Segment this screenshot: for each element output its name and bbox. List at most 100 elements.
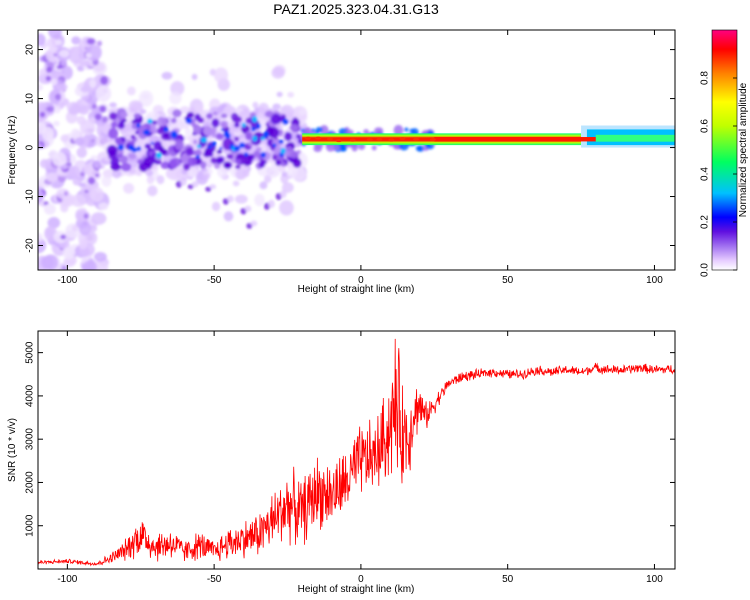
spectrogram-blob bbox=[89, 117, 96, 123]
spectrogram-blob bbox=[78, 105, 90, 115]
spectrogram-blob bbox=[52, 120, 60, 127]
spectrogram-blob bbox=[216, 149, 223, 154]
spectrogram-blob bbox=[253, 150, 261, 158]
y-tick-label: 2000 bbox=[25, 471, 36, 494]
spectrogram-blob bbox=[194, 149, 202, 157]
spectrogram-blob bbox=[128, 144, 134, 151]
spectrogram-blob bbox=[147, 185, 158, 197]
spectrogram-blob bbox=[224, 133, 231, 139]
spectrogram-blob bbox=[289, 123, 300, 132]
spectrogram-blob bbox=[97, 40, 103, 47]
spectrogram-blob bbox=[53, 230, 67, 244]
spectrogram-blob bbox=[71, 36, 81, 45]
spectrogram-blob bbox=[143, 129, 150, 136]
spectrogram-blob bbox=[211, 132, 216, 138]
x-tick-label: 50 bbox=[502, 574, 514, 585]
spectrogram-blob bbox=[99, 105, 107, 113]
spectrogram-blob bbox=[209, 184, 217, 190]
x-tick-label: -50 bbox=[207, 574, 222, 585]
carrier-line-core bbox=[434, 137, 596, 142]
spectrogram-blob bbox=[61, 265, 67, 270]
carrier-fragment bbox=[376, 137, 383, 141]
spectrogram-blob bbox=[136, 169, 143, 177]
spectrogram-blob bbox=[259, 181, 268, 190]
spectrogram-blob bbox=[109, 102, 117, 108]
colorbar bbox=[711, 29, 738, 271]
spectrogram-blob bbox=[235, 168, 246, 180]
spectrogram-blob bbox=[210, 127, 217, 133]
spectrogram-blob bbox=[272, 154, 278, 161]
spectrogram-blob bbox=[76, 210, 91, 222]
spectrogram-blob bbox=[276, 91, 283, 98]
spectrogram-blob bbox=[251, 116, 258, 123]
spectrogram-blob bbox=[76, 147, 88, 158]
spectrogram-blob bbox=[172, 138, 177, 142]
colorbar-tick-label: 0.8 bbox=[700, 71, 711, 85]
spectrogram-blob bbox=[232, 180, 240, 187]
colorbar-ticks: 0.0 0.2 0.4 0.6 0.8 bbox=[700, 71, 737, 277]
colorbar-label: Normalized spectral amplitude bbox=[738, 82, 749, 217]
spectrogram-blob bbox=[215, 133, 224, 140]
spectrogram-blob bbox=[234, 164, 241, 170]
carrier-fragment bbox=[335, 139, 342, 143]
spectrogram-blob bbox=[211, 201, 221, 212]
spectrogram-frame bbox=[37, 29, 676, 271]
carrier-fragment bbox=[388, 138, 395, 142]
spectrogram-blob bbox=[271, 66, 285, 79]
spectrogram-blob bbox=[110, 121, 118, 129]
spectrogram-blob bbox=[223, 161, 232, 169]
spectrogram-blob bbox=[156, 127, 164, 135]
spectrogram-blob bbox=[259, 120, 269, 128]
spectrogram-blob bbox=[93, 160, 101, 169]
spectrogram-blob bbox=[136, 146, 142, 152]
spectrogram-blob bbox=[39, 111, 46, 118]
spectrogram-blob bbox=[363, 129, 370, 135]
spectrogram-blob bbox=[86, 38, 96, 45]
spectrogram-blob bbox=[87, 176, 96, 185]
spectrogram-blob bbox=[279, 190, 287, 198]
colorbar-tick-label: 0.4 bbox=[700, 167, 711, 181]
spectrogram-blob bbox=[94, 113, 102, 121]
spectrogram-blob bbox=[80, 187, 88, 196]
spectrogram-blob bbox=[245, 132, 253, 141]
spectrogram-blob bbox=[85, 52, 92, 59]
spectrogram-blob bbox=[45, 75, 52, 82]
spectrogram-blob bbox=[91, 103, 97, 109]
spectrogram-blob bbox=[79, 221, 92, 236]
spectrogram-blob bbox=[101, 175, 112, 187]
spectrogram-blob bbox=[46, 37, 58, 49]
spectrogram-blob bbox=[185, 117, 192, 124]
figure-title: PAZ1.2025.323.04.31.G13 bbox=[273, 1, 439, 17]
spectrogram-blob bbox=[143, 156, 154, 168]
spectrogram-blob bbox=[254, 193, 265, 207]
spectrogram-blob bbox=[286, 146, 293, 152]
spectrogram-blob bbox=[319, 125, 329, 136]
colorbar-tick-label: 0.2 bbox=[700, 215, 711, 229]
spectrogram-blob bbox=[220, 120, 229, 129]
spectrogram-blob bbox=[296, 133, 301, 140]
spectrogram-blob bbox=[174, 139, 184, 151]
spectrogram-blob bbox=[374, 127, 384, 135]
spectrogram-blob bbox=[82, 260, 97, 270]
spectrogram-blob bbox=[234, 136, 239, 142]
spectrogram-blob bbox=[136, 123, 141, 128]
spectrogram-blob bbox=[114, 137, 123, 144]
spectrogram-blob bbox=[109, 112, 118, 121]
spectrogram-blob bbox=[263, 130, 270, 138]
spectrogram-blob bbox=[38, 262, 43, 270]
spectrogram-blob bbox=[89, 79, 97, 88]
spectrogram-blob bbox=[265, 110, 274, 118]
spectrogram-blob bbox=[120, 162, 132, 172]
spectrogram-blob bbox=[272, 103, 281, 111]
spectrogram-blob bbox=[183, 134, 189, 141]
spectrogram-blob bbox=[76, 65, 85, 72]
spectrogram-blob bbox=[71, 225, 79, 232]
spectrogram-blob bbox=[287, 91, 295, 98]
spectrogram-blob bbox=[60, 60, 67, 67]
spectrogram-blob bbox=[280, 174, 289, 184]
spectrogram-blob bbox=[43, 203, 56, 215]
x-tick-label: 0 bbox=[358, 275, 364, 286]
spectrogram-blob bbox=[393, 124, 404, 137]
carrier-fragment bbox=[429, 138, 436, 142]
